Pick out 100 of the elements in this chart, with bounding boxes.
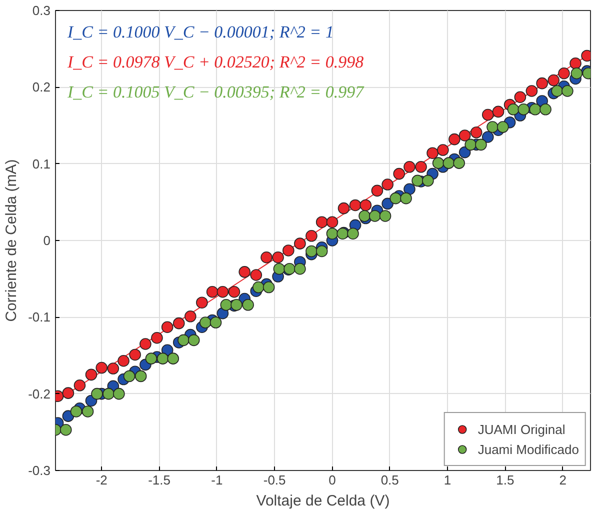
- point: [548, 74, 560, 86]
- point: [102, 388, 114, 400]
- point: [382, 198, 394, 210]
- point: [347, 228, 359, 240]
- point: [360, 199, 372, 212]
- x-tick-label: 2: [559, 472, 566, 488]
- point: [470, 126, 482, 138]
- point: [272, 251, 284, 264]
- point: [492, 106, 504, 118]
- point: [96, 362, 108, 374]
- y-tick-label: 0.3: [32, 3, 51, 18]
- point: [536, 77, 548, 90]
- point: [404, 183, 416, 196]
- x-tick-label: -2: [96, 472, 108, 488]
- point: [199, 316, 212, 328]
- y-tick-label: -0.2: [28, 386, 51, 402]
- point: [294, 262, 306, 275]
- point: [161, 321, 174, 334]
- point: [230, 299, 242, 311]
- point: [250, 269, 262, 281]
- y-tick-label: -0.3: [28, 463, 51, 478]
- point: [551, 85, 563, 97]
- point: [220, 299, 232, 311]
- point: [437, 144, 449, 156]
- point: [368, 210, 381, 222]
- point: [167, 352, 180, 364]
- point: [482, 131, 494, 143]
- x-tick-label: 0.5: [380, 472, 399, 488]
- annotation: I_C = 0.0978 V_C + 0.02520; R^2 = 0.998: [66, 52, 364, 72]
- x-tick-label: 1.5: [496, 472, 514, 488]
- point: [514, 91, 526, 104]
- point: [74, 380, 86, 392]
- point: [294, 238, 306, 250]
- point: [326, 216, 338, 228]
- point: [113, 388, 125, 400]
- point: [82, 406, 94, 418]
- point: [123, 370, 136, 382]
- point: [188, 334, 200, 346]
- point: [458, 146, 471, 158]
- point: [486, 121, 498, 133]
- point: [526, 85, 538, 97]
- point: [464, 138, 476, 151]
- point: [252, 281, 264, 294]
- point: [184, 310, 196, 322]
- point: [145, 352, 158, 364]
- y-tick-label: 0.2: [32, 80, 51, 95]
- point: [134, 370, 147, 382]
- point: [282, 244, 294, 256]
- point: [70, 406, 82, 418]
- point: [570, 58, 582, 70]
- point: [196, 296, 208, 308]
- x-tick-label: -1.5: [148, 472, 170, 488]
- point: [206, 286, 218, 298]
- annotation: I_C = 0.1005 V_C − 0.00395; R^2 = 0.997: [66, 82, 366, 102]
- y-axis-title: Corriente de Celda (mA): [3, 159, 20, 322]
- point: [558, 67, 570, 80]
- point: [140, 338, 152, 350]
- point: [273, 262, 286, 275]
- point: [178, 334, 190, 346]
- x-tick-label: -1: [211, 472, 223, 488]
- point: [379, 210, 392, 222]
- x-axis-title: Voltaje de Celda (V): [256, 492, 390, 510]
- point: [540, 104, 552, 116]
- point: [85, 368, 98, 381]
- point: [118, 354, 130, 367]
- point: [262, 281, 275, 294]
- point: [404, 161, 416, 173]
- x-tick-label: 1: [444, 472, 452, 488]
- point: [156, 352, 169, 364]
- point: [453, 157, 465, 169]
- point: [482, 108, 494, 121]
- point: [415, 161, 427, 173]
- point: [238, 266, 250, 278]
- point: [260, 251, 272, 264]
- point: [518, 104, 530, 116]
- point: [371, 184, 384, 197]
- point: [316, 216, 328, 228]
- x-tick-label: -0.5: [263, 472, 286, 488]
- point: [91, 388, 103, 400]
- point: [242, 299, 254, 311]
- point: [349, 199, 362, 212]
- point: [151, 332, 163, 344]
- legend-label: JUAMI Original: [478, 422, 566, 436]
- point: [107, 362, 120, 374]
- x-tick-label: 0: [328, 472, 336, 488]
- point: [570, 67, 583, 80]
- point: [129, 348, 141, 361]
- point: [458, 130, 471, 142]
- y-tick-label: -0.1: [28, 310, 51, 325]
- point: [338, 202, 350, 214]
- point: [496, 121, 509, 133]
- point: [393, 168, 405, 180]
- point: [62, 410, 74, 422]
- legend-label: Juami Modificado: [478, 442, 579, 456]
- point: [390, 192, 402, 204]
- y-tick-label: 0.1: [32, 156, 51, 172]
- y-tick-label: 0: [43, 233, 51, 248]
- point: [316, 245, 328, 258]
- point: [400, 192, 412, 204]
- point: [448, 133, 460, 146]
